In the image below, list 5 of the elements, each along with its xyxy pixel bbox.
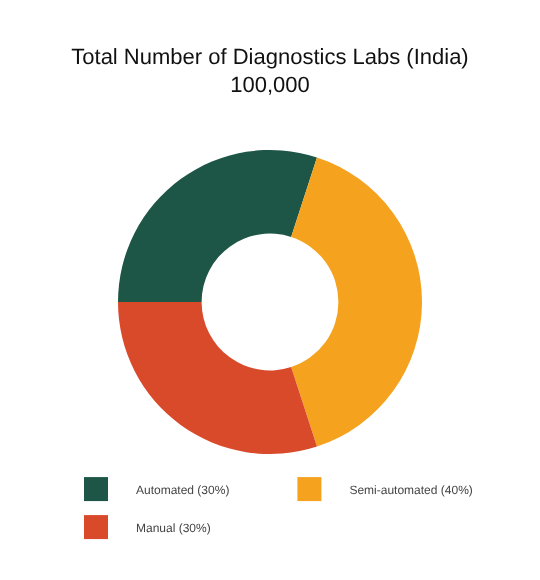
donut-slice [118,150,317,302]
donut-slice [291,157,422,447]
chart-subtitle: 100,000 [230,74,310,99]
chart-title: Total Number of Diagnostics Labs (India) [71,45,469,70]
donut-slice [118,302,317,454]
